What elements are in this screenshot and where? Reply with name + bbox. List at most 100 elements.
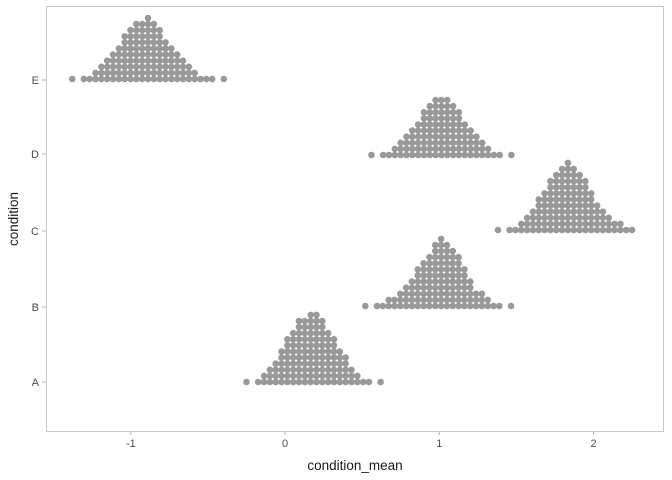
data-point <box>319 372 326 380</box>
data-point <box>438 96 445 104</box>
data-point <box>98 69 105 77</box>
data-point <box>455 272 462 279</box>
data-point <box>301 342 309 349</box>
data-point <box>552 220 560 228</box>
data-point <box>266 378 274 386</box>
data-point <box>260 378 268 386</box>
data-point <box>529 208 537 215</box>
data-point <box>168 69 175 77</box>
data-point <box>605 214 613 222</box>
data-point <box>133 51 140 58</box>
data-point <box>438 109 445 116</box>
data-point <box>473 145 480 153</box>
data-point <box>272 360 279 368</box>
data-point <box>443 139 451 147</box>
data-point <box>541 214 548 222</box>
data-point <box>431 296 439 304</box>
data-point <box>373 302 381 310</box>
data-point <box>414 139 422 147</box>
data-point <box>150 57 158 64</box>
data-point <box>368 151 375 159</box>
data-point <box>319 360 326 368</box>
data-point <box>109 51 117 58</box>
data-point <box>396 296 404 304</box>
data-point <box>420 145 428 153</box>
data-point <box>301 378 309 386</box>
series-E <box>68 14 228 83</box>
data-point <box>156 39 163 46</box>
data-point <box>68 75 76 83</box>
data-point <box>576 214 583 222</box>
data-point <box>121 69 128 77</box>
data-point <box>438 145 445 153</box>
data-point <box>144 69 152 77</box>
data-point <box>473 133 480 140</box>
data-point <box>599 214 607 222</box>
data-point <box>420 151 428 159</box>
data-point <box>420 290 427 298</box>
data-point <box>552 214 560 222</box>
data-point <box>461 296 468 304</box>
data-point <box>272 366 279 374</box>
data-point <box>508 151 515 159</box>
data-point <box>582 226 589 234</box>
x-tick-label: 0 <box>282 438 288 450</box>
data-point <box>576 190 583 197</box>
data-point <box>437 266 445 273</box>
data-point <box>173 57 181 64</box>
data-point <box>461 302 468 310</box>
data-point <box>582 184 589 191</box>
data-point <box>301 329 309 337</box>
data-point <box>461 266 468 273</box>
data-point <box>313 323 320 331</box>
data-point <box>133 45 140 52</box>
data-point <box>121 33 128 40</box>
data-point <box>593 226 601 234</box>
data-point <box>319 354 326 361</box>
data-point <box>403 133 410 140</box>
data-point <box>472 302 480 310</box>
data-point <box>342 372 349 380</box>
data-point <box>461 139 469 147</box>
data-point <box>162 57 169 64</box>
data-point <box>431 284 439 292</box>
data-point <box>203 75 210 83</box>
data-point <box>432 151 439 159</box>
data-point <box>260 372 268 380</box>
data-point <box>150 33 158 40</box>
data-point <box>156 51 163 58</box>
data-point <box>426 115 434 122</box>
x-tick-label: 2 <box>591 438 597 450</box>
data-point <box>313 360 320 368</box>
data-point <box>443 253 451 261</box>
data-point <box>478 139 486 147</box>
data-point <box>611 226 618 234</box>
x-axis-title: condition_mean <box>307 458 402 473</box>
data-point <box>437 272 445 279</box>
data-point <box>523 214 531 222</box>
data-point <box>547 208 554 215</box>
data-point <box>461 127 469 134</box>
data-point <box>622 226 630 234</box>
data-point <box>472 296 480 304</box>
data-point <box>414 266 422 273</box>
data-point <box>449 290 457 298</box>
data-point <box>397 145 404 153</box>
data-point <box>558 220 566 228</box>
data-point <box>478 302 486 310</box>
data-point <box>301 372 309 380</box>
data-point <box>461 133 469 140</box>
data-point <box>472 290 480 298</box>
data-point <box>301 323 309 331</box>
data-point <box>420 296 427 304</box>
data-point <box>570 184 578 191</box>
data-point <box>432 145 439 153</box>
data-point <box>92 75 99 83</box>
data-point <box>109 57 117 64</box>
data-point <box>437 278 445 285</box>
data-point <box>284 342 291 349</box>
x-tick-label: 1 <box>436 438 442 450</box>
data-point <box>385 302 392 310</box>
data-point <box>138 75 146 83</box>
